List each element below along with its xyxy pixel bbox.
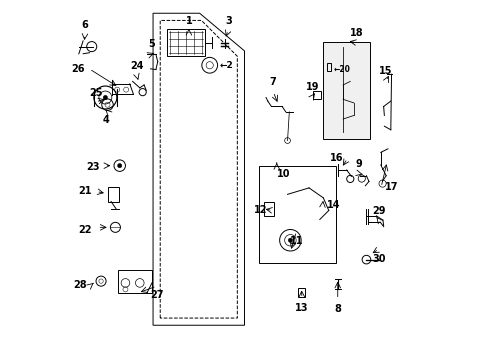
Bar [258,166,335,263]
Text: 28: 28 [73,280,86,290]
Circle shape [362,255,370,264]
Text: 23: 23 [85,162,99,172]
Text: 11: 11 [289,235,303,246]
Text: 6: 6 [81,20,88,30]
Bar [167,30,204,56]
Text: 22: 22 [79,225,92,235]
Text: 10: 10 [276,169,290,179]
Circle shape [103,95,107,100]
Text: 7: 7 [269,77,276,87]
Text: 21: 21 [79,186,92,197]
Text: 4: 4 [103,116,110,125]
Bar [326,63,330,71]
Text: ←20: ←20 [333,64,349,73]
Text: 17: 17 [385,182,398,192]
Bar [297,288,305,297]
Text: ←2: ←2 [219,61,233,70]
Text: 26: 26 [71,64,85,74]
Text: 8: 8 [334,304,341,314]
Bar [312,91,320,99]
Text: 18: 18 [349,28,363,39]
Text: 24: 24 [130,60,143,71]
Text: 29: 29 [371,206,385,216]
Text: 14: 14 [326,200,340,210]
Text: 9: 9 [355,159,362,169]
Text: 13: 13 [295,303,308,312]
Text: 12: 12 [254,206,267,216]
Bar [107,187,119,202]
Text: 3: 3 [224,16,231,26]
Circle shape [287,238,292,242]
Text: 30: 30 [371,253,385,264]
Bar [118,270,152,293]
Text: 16: 16 [329,153,343,163]
Bar [323,42,369,139]
Text: 5: 5 [147,39,154,49]
Text: 27: 27 [150,291,163,301]
Text: 1: 1 [185,16,192,26]
Text: 19: 19 [305,82,319,92]
Bar [263,202,273,216]
Text: 25: 25 [89,88,102,98]
Circle shape [117,163,122,168]
Text: 15: 15 [379,66,392,76]
